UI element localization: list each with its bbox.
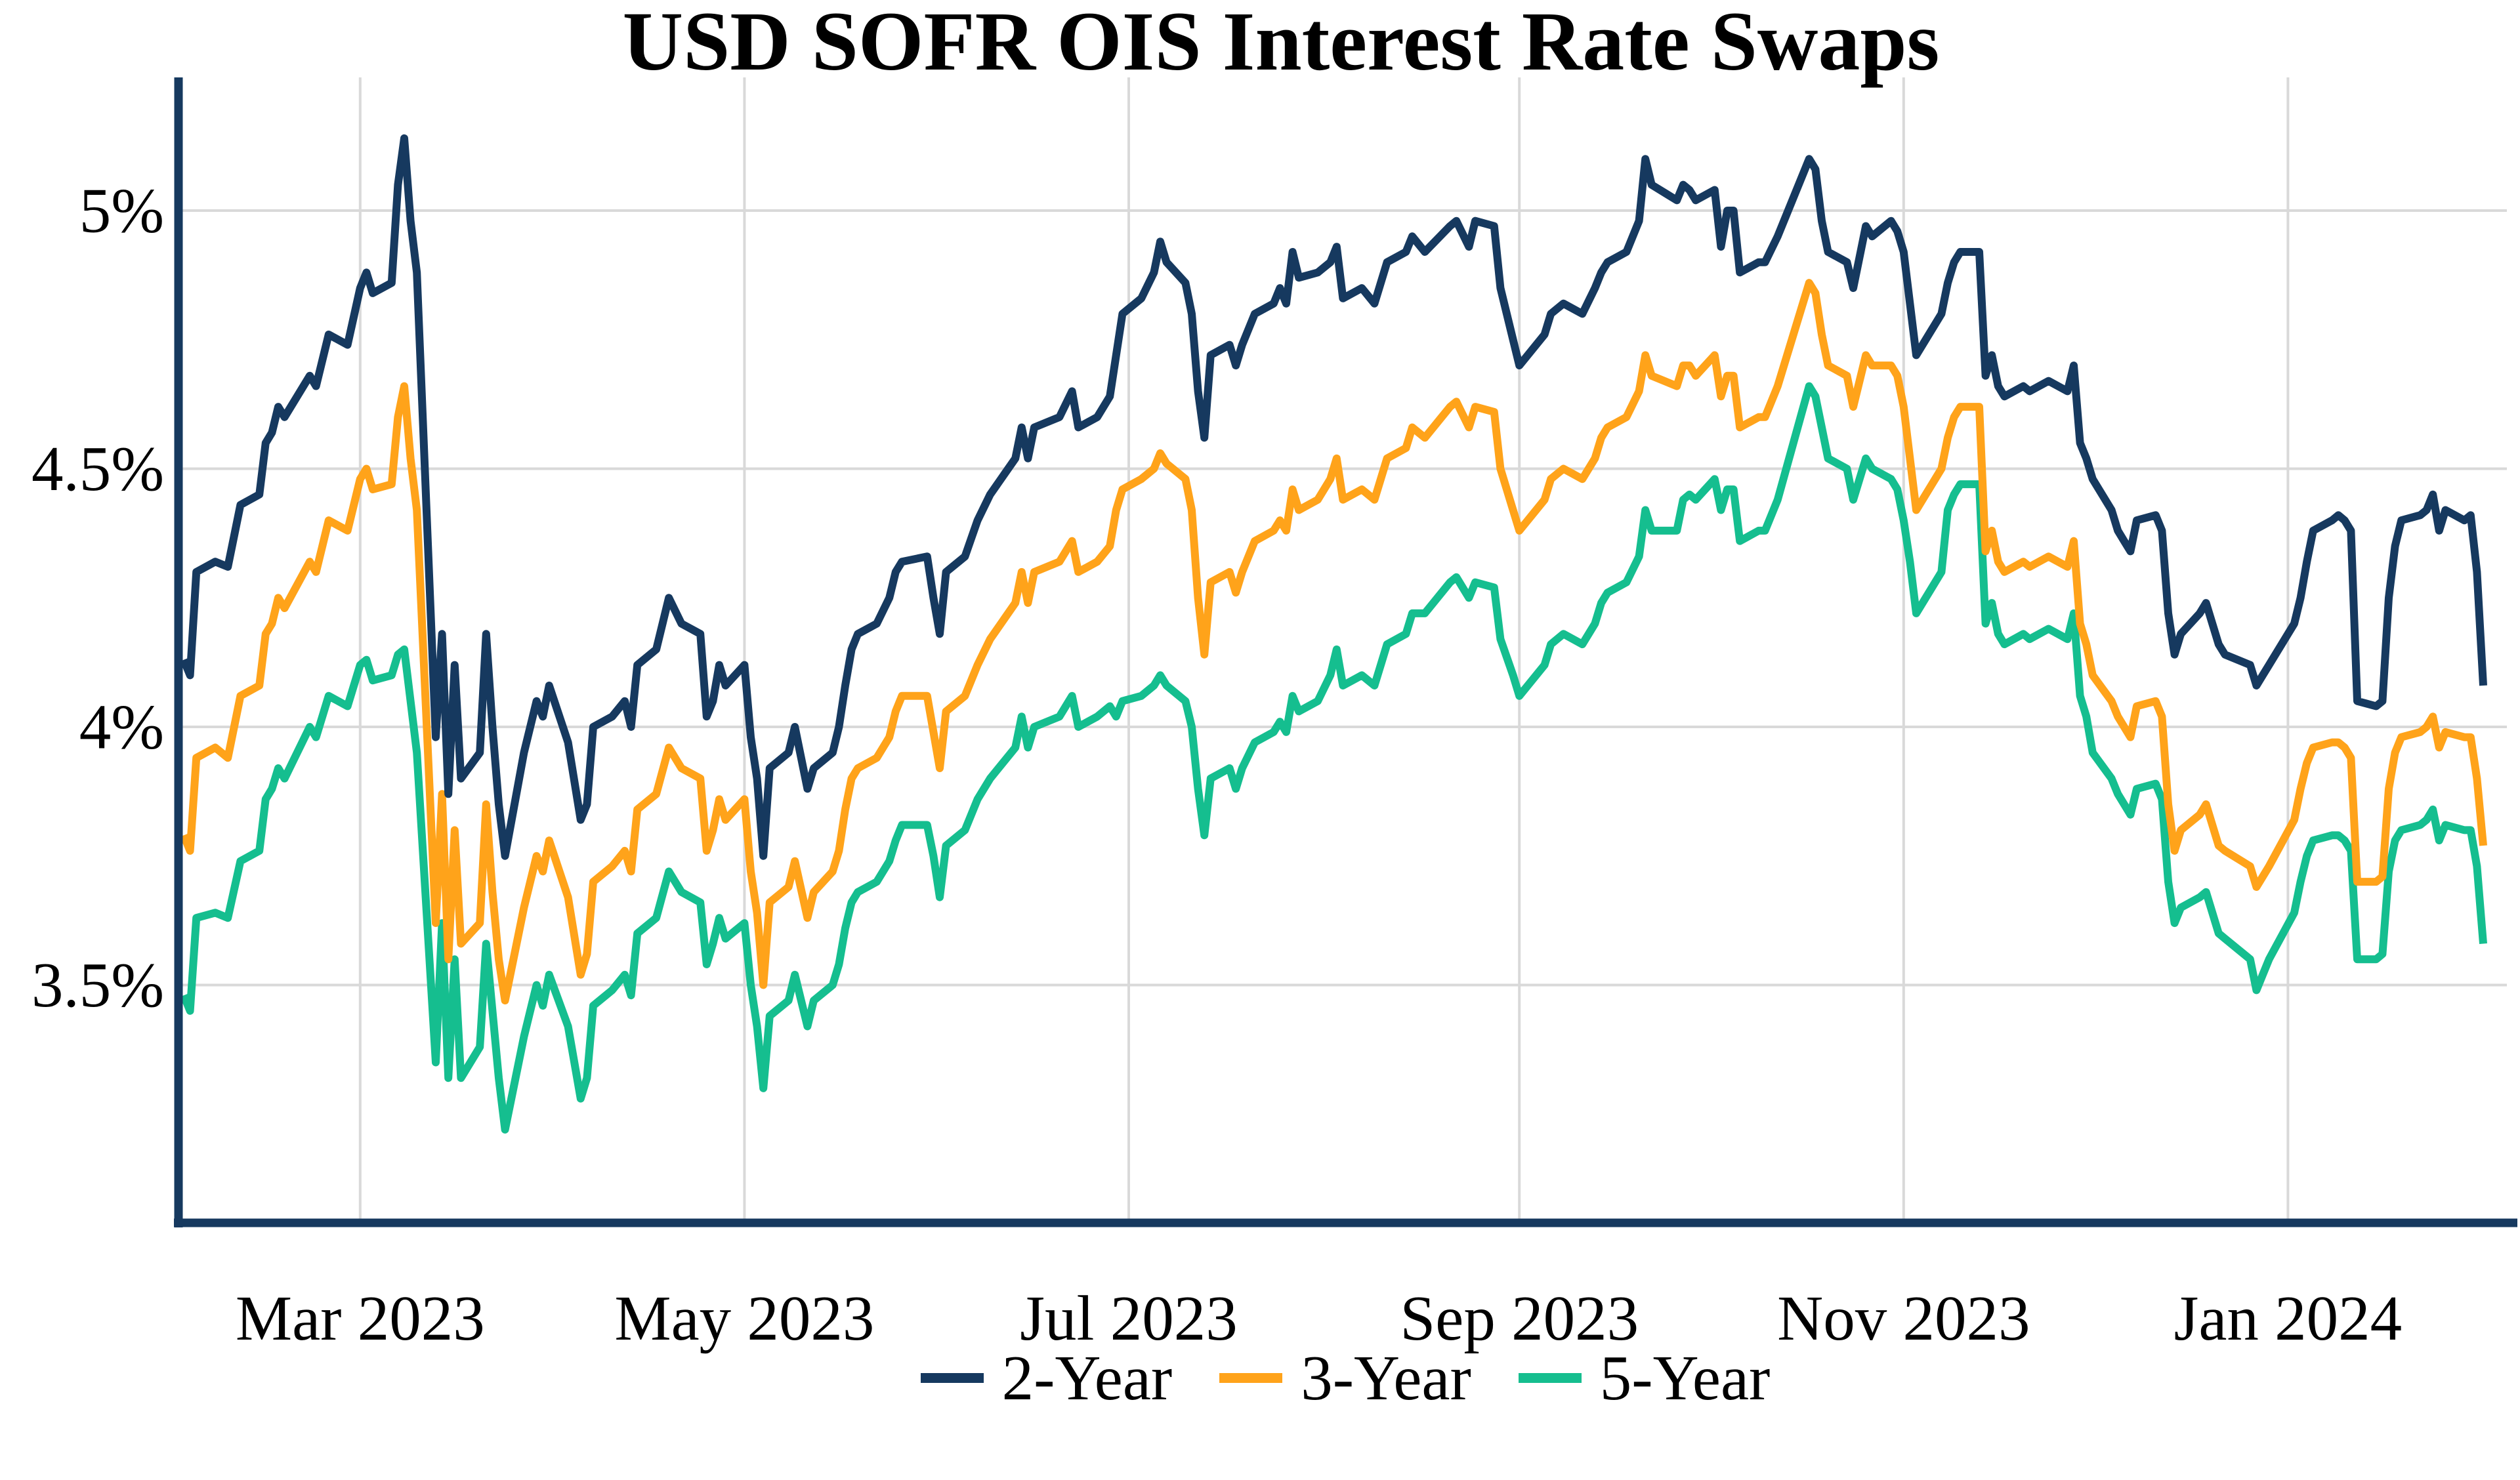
y-tick-label-4%: 4% — [79, 692, 164, 762]
legend-label-2-year: 2-Year — [1001, 1343, 1173, 1413]
series-line-3-year — [180, 279, 2487, 1005]
x-tick-label-Jan 2024: Jan 2024 — [2174, 1283, 2403, 1353]
legend-swatch-2-year-icon — [920, 1373, 984, 1383]
series-line-2-year — [180, 134, 2487, 860]
legend-swatch-3-year-icon — [1219, 1373, 1283, 1383]
x-tick-label-Nov 2023: Nov 2023 — [1777, 1283, 2030, 1353]
legend-label-3-year: 3-Year — [1301, 1343, 1471, 1413]
x-tick-label-Jul 2023: Jul 2023 — [1020, 1283, 1237, 1353]
legend: 2-Year 3-Year 5-Year — [85, 1346, 2520, 1410]
legend-item-2-year: 2-Year — [920, 1343, 1173, 1413]
x-tick-label-Sep 2023: Sep 2023 — [1400, 1283, 1639, 1353]
gridlines — [178, 77, 2507, 1219]
page-title: USD SOFR OIS Interest Rate Swaps — [622, 0, 1940, 88]
legend-item-3-year: 3-Year — [1219, 1346, 1471, 1410]
legend-swatch-5-year-icon — [1518, 1373, 1582, 1383]
y-tick-label-3.5%: 3.5% — [32, 950, 164, 1020]
tick-labels: 5% 4.5% 4% 3.5% Mar 2023 May 2023 Jul 2023 Sep … — [32, 176, 2402, 1354]
legend-item-5-year: 5-Year — [1518, 1343, 1771, 1413]
x-tick-label-Mar 2023: Mar 2023 — [236, 1283, 485, 1353]
series-line-5-year — [180, 382, 2487, 1134]
y-tick-label-5%: 5% — [79, 176, 164, 246]
data-series — [180, 134, 2487, 1134]
axes — [174, 77, 2517, 1227]
y-tick-label-4.5%: 4.5% — [32, 434, 164, 504]
legend-label-5-year: 5-Year — [1599, 1343, 1771, 1413]
x-tick-label-May 2023: May 2023 — [614, 1283, 874, 1353]
